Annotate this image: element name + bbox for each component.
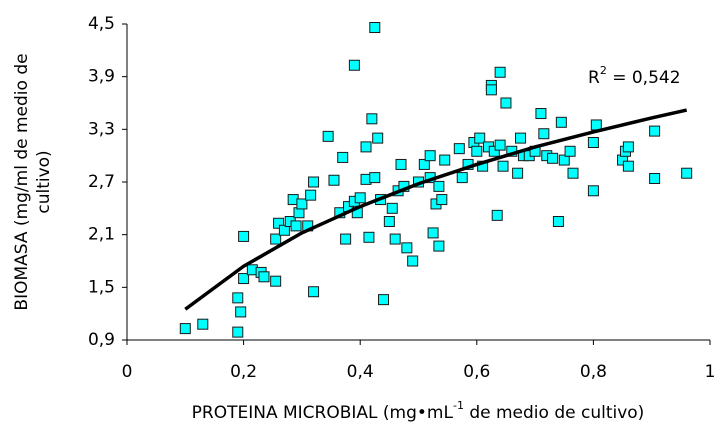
data-point	[278, 224, 290, 236]
data-point	[491, 209, 503, 221]
data-point	[433, 240, 445, 252]
data-point	[389, 233, 401, 245]
data-point	[555, 116, 567, 128]
y-axis-title: BIOMASA (mg/ml de medio de cultivo)	[12, 53, 54, 310]
data-point	[681, 167, 693, 179]
x-tick-label: 1	[705, 362, 716, 382]
data-point	[337, 151, 349, 163]
data-point	[427, 227, 439, 239]
data-point	[622, 160, 634, 172]
data-point	[649, 172, 661, 184]
data-point	[567, 167, 579, 179]
x-tick-label: 0,6	[463, 362, 490, 382]
data-point	[348, 59, 360, 71]
data-point	[383, 216, 395, 227]
x-axis-title: PROTEINA MICROBIAL (mg•mL-1 de medio de …	[192, 399, 645, 423]
data-point	[386, 202, 398, 214]
data-point	[369, 172, 381, 184]
data-point	[590, 119, 602, 131]
data-point	[494, 139, 506, 151]
x-tick-label: 0	[122, 362, 133, 382]
data-point	[474, 132, 486, 144]
data-point	[587, 137, 599, 148]
data-point	[512, 167, 524, 179]
data-point	[424, 150, 436, 162]
data-point	[649, 125, 661, 137]
y-tick-label: 3,9	[88, 67, 115, 87]
x-tick-label: 0,8	[580, 362, 607, 382]
data-point	[552, 216, 564, 227]
x-tick-label: 0,2	[230, 362, 257, 382]
data-point	[270, 275, 282, 287]
data-point	[232, 326, 244, 338]
r2-text: R	[588, 68, 600, 88]
data-point	[322, 130, 334, 142]
data-point	[238, 273, 250, 285]
data-point	[366, 113, 378, 125]
data-point	[418, 158, 430, 170]
y-tick-label: 2,7	[88, 172, 115, 192]
data-point	[538, 128, 550, 140]
y-tick-label: 0,9	[88, 330, 115, 350]
y-tick-label: 1,5	[88, 277, 115, 297]
data-point	[378, 294, 390, 306]
data-point	[270, 233, 282, 245]
data-point	[558, 154, 570, 166]
trendline	[184, 108, 688, 311]
data-point	[407, 255, 419, 267]
data-point	[232, 292, 244, 304]
data-point	[622, 141, 634, 153]
y-title-line: cultivo)	[34, 150, 54, 213]
data-point	[453, 143, 465, 155]
data-point	[456, 172, 468, 184]
data-point	[296, 198, 308, 210]
data-point	[471, 145, 483, 157]
data-point	[535, 108, 547, 120]
data-point	[547, 152, 559, 164]
data-point	[500, 97, 512, 109]
data-point	[238, 230, 250, 242]
data-point	[395, 158, 407, 170]
data-point	[354, 192, 366, 204]
y-title-line: BIOMASA (mg/ml de medio de	[12, 53, 32, 310]
data-point	[290, 220, 302, 232]
data-point	[587, 185, 599, 197]
data-point	[488, 145, 500, 157]
data-point	[273, 217, 285, 229]
x-title-text: PROTEINA MICROBIAL (mg•mL	[192, 403, 454, 423]
r2-rest: = 0,542	[607, 68, 681, 88]
data-point	[401, 242, 413, 254]
data-point	[369, 22, 381, 34]
data-point	[360, 141, 372, 153]
data-point	[485, 84, 497, 96]
data-point	[564, 145, 576, 157]
y-tick-label: 3,3	[88, 119, 115, 139]
data-point	[258, 271, 270, 283]
data-point	[497, 160, 509, 172]
data-point	[515, 132, 527, 144]
data-point	[363, 231, 375, 243]
r2-annotation: R2 = 0,542	[588, 64, 681, 88]
y-tick-label: 4,5	[88, 14, 115, 34]
data-point	[308, 176, 320, 188]
data-point	[305, 189, 317, 201]
x-title-sup: -1	[453, 399, 464, 412]
x-tick-label: 0,4	[347, 362, 374, 382]
data-point	[308, 286, 320, 298]
data-point	[328, 174, 340, 186]
data-point	[439, 154, 451, 166]
data-point	[340, 233, 352, 245]
data-point	[436, 194, 448, 206]
x-title-rest: de medio de cultivo)	[464, 403, 644, 423]
y-tick-label: 2,1	[88, 225, 115, 245]
data-point	[433, 180, 445, 192]
data-point	[494, 66, 506, 78]
data-point	[372, 132, 384, 144]
r2-sup: 2	[600, 64, 607, 77]
data-point	[235, 306, 247, 318]
data-point	[179, 323, 191, 335]
data-point	[197, 318, 209, 330]
